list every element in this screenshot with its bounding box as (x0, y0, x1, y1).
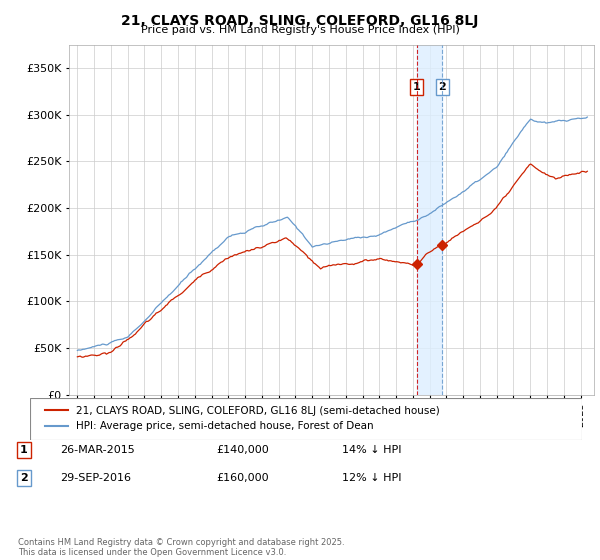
Text: 21, CLAYS ROAD, SLING, COLEFORD, GL16 8LJ: 21, CLAYS ROAD, SLING, COLEFORD, GL16 8L… (121, 14, 479, 28)
FancyBboxPatch shape (30, 398, 582, 440)
Text: 1: 1 (20, 445, 28, 455)
Text: 26-MAR-2015: 26-MAR-2015 (60, 445, 135, 455)
Text: 29-SEP-2016: 29-SEP-2016 (60, 473, 131, 483)
Text: £140,000: £140,000 (216, 445, 269, 455)
Text: £160,000: £160,000 (216, 473, 269, 483)
Text: 14% ↓ HPI: 14% ↓ HPI (342, 445, 401, 455)
Legend: 21, CLAYS ROAD, SLING, COLEFORD, GL16 8LJ (semi-detached house), HPI: Average pr: 21, CLAYS ROAD, SLING, COLEFORD, GL16 8L… (41, 402, 444, 435)
Text: 12% ↓ HPI: 12% ↓ HPI (342, 473, 401, 483)
Text: 2: 2 (439, 82, 446, 92)
Text: 1: 1 (413, 82, 421, 92)
Bar (417, 45, 442, 395)
Text: 2: 2 (20, 473, 28, 483)
Text: Contains HM Land Registry data © Crown copyright and database right 2025.
This d: Contains HM Land Registry data © Crown c… (18, 538, 344, 557)
Text: Price paid vs. HM Land Registry's House Price Index (HPI): Price paid vs. HM Land Registry's House … (140, 25, 460, 35)
